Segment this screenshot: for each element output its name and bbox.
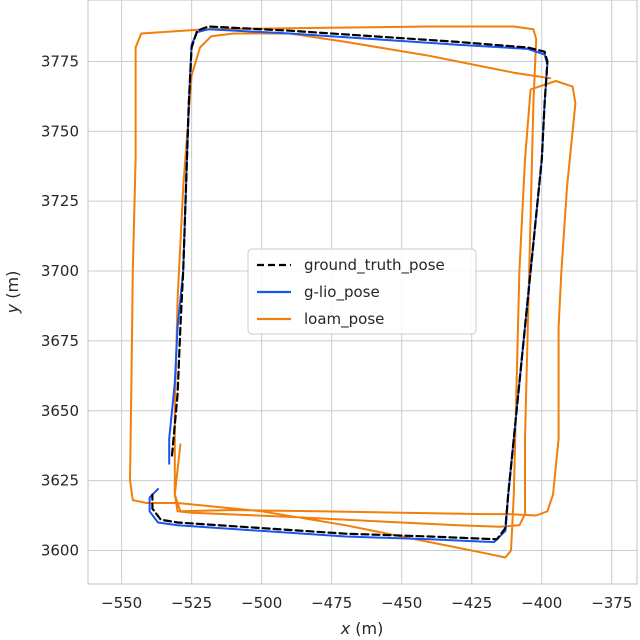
legend-label-loam: loam_pose [304,310,384,329]
x-tick-label: −475 [311,594,352,612]
plot-frame [87,0,638,585]
x-axis-label: x (m) [340,619,384,638]
y-tick-label: 3750 [41,122,79,140]
y-tick-label: 3725 [41,192,79,210]
y-tick-label: 3625 [41,472,79,490]
y-axis-label: y (m) [3,271,22,315]
x-tick-label: −375 [591,594,632,612]
x-tick-label: −550 [101,594,142,612]
legend-box [247,248,477,335]
x-tick-label: −425 [451,594,492,612]
y-tick-label: 3775 [41,52,79,70]
y-tick-label: 3675 [41,332,79,350]
grid [88,0,637,584]
series-layer [129,25,577,559]
x-tick-label: −450 [381,594,422,612]
x-tick-label: −525 [171,594,212,612]
x-tick-label: −400 [521,594,562,612]
y-tick-label: 3650 [41,402,79,420]
x-tick-label: −500 [241,594,282,612]
y-tick-label: 3700 [41,262,79,280]
legend: ground_truth_pose g-lio_pose loam_pose [247,248,477,335]
series-line-loam-pose [129,25,577,559]
y-tick-label: 3600 [41,541,79,559]
series-line-ground-truth-pose [151,25,549,541]
legend-label-g-lio: g-lio_pose [304,283,380,302]
legend-label-ground-truth: ground_truth_pose [304,256,445,275]
tick-labels: −550 −525 −500 −475 −450 −425 −400 −375 3600 3625… [41,52,633,612]
